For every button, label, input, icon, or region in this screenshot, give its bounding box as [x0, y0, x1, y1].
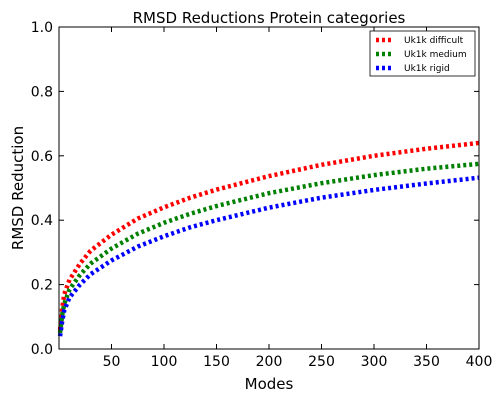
legend-label-uk1k-difficult: Uk1k difficult — [404, 36, 464, 46]
y-tick-label: 0.2 — [31, 278, 53, 294]
x-tick-label: 250 — [308, 354, 335, 370]
x-tick-label: 150 — [203, 354, 230, 370]
y-tick-label: 0.4 — [31, 213, 53, 229]
x-axis-label: Modes — [245, 375, 294, 393]
y-tick-label: 0.6 — [31, 149, 53, 165]
chart-title: RMSD Reductions Protein categories — [133, 9, 406, 27]
x-tick-label: 100 — [151, 354, 178, 370]
x-tick-label: 300 — [361, 354, 388, 370]
y-axis-label: RMSD Reduction — [9, 126, 27, 250]
legend: Uk1k difficult Uk1k medium Uk1k rigid — [369, 30, 476, 77]
axis-ticks: 50 100 150 200 250 300 350 400 0.0 0.2 0.4 0.6 0.8 1.… — [31, 20, 493, 370]
series-line-uk1k-difficult — [57, 140, 480, 330]
x-tick-label: 400 — [466, 354, 493, 370]
legend-label-uk1k-rigid: Uk1k rigid — [404, 64, 450, 74]
y-tick-label: 0.0 — [31, 342, 53, 358]
plot-lines — [57, 140, 480, 337]
series-line-uk1k-medium — [57, 161, 480, 334]
series-line-uk1k-rigid — [57, 175, 480, 337]
legend-box — [369, 30, 476, 77]
x-tick-label: 50 — [103, 354, 121, 370]
y-tick-label: 0.8 — [31, 84, 53, 100]
legend-label-uk1k-medium: Uk1k medium — [404, 50, 467, 60]
x-tick-label: 200 — [256, 354, 283, 370]
y-tick-label: 1.0 — [31, 20, 53, 36]
x-tick-label: 350 — [413, 354, 440, 370]
